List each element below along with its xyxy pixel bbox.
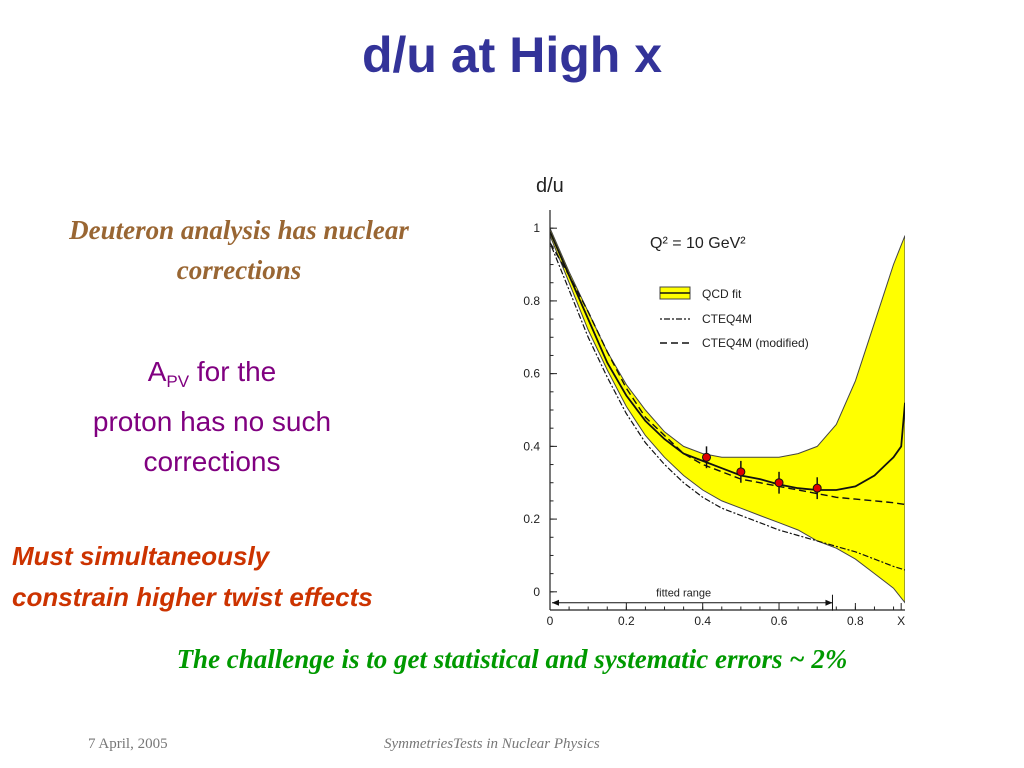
footer-title: SymmetriesTests in Nuclear Physics xyxy=(384,736,600,752)
legend-label: CTEQ4M xyxy=(702,312,752,326)
x-tick-label: 0 xyxy=(547,614,554,628)
y-tick-label: 0.4 xyxy=(523,439,540,453)
y-tick-label: 0 xyxy=(533,585,540,599)
q-squared-annotation: Q² = 10 GeV² xyxy=(650,235,746,252)
x-tick-label: 0.8 xyxy=(847,614,864,628)
legend-label: QCD fit xyxy=(702,287,742,301)
apv-rest-1: for the xyxy=(189,356,277,387)
y-tick-label: 0.8 xyxy=(523,294,540,308)
x-tick-label: 0.4 xyxy=(694,614,711,628)
fitted-range-arrow-right xyxy=(825,599,833,606)
x-tick-label: X xyxy=(897,614,905,628)
constraint-line-1: Must simultaneously xyxy=(12,541,270,571)
qcd-fit-curve xyxy=(550,231,905,491)
fitted-range-label: fitted range xyxy=(656,588,711,600)
x-tick-label: 0.6 xyxy=(771,614,788,628)
y-tick-label: 1 xyxy=(533,221,540,235)
x-tick-label: 0.2 xyxy=(618,614,635,628)
challenge-text: The challenge is to get statistical and … xyxy=(176,644,848,674)
data-point xyxy=(812,483,822,493)
deuteron-text: Deuteron analysis has nuclear correction… xyxy=(69,215,409,285)
data-point xyxy=(774,478,784,488)
y-tick-label: 0.2 xyxy=(523,512,540,526)
slide-title: d/u at High x xyxy=(362,27,662,83)
cteq4m-curve xyxy=(550,242,905,571)
apv-subscript: PV xyxy=(166,372,190,391)
y-axis-label: d/u xyxy=(536,175,564,197)
plot-area xyxy=(550,227,905,604)
apv-prefix: A xyxy=(147,356,167,387)
constraint-line-2: constrain higher twist effects xyxy=(12,582,373,612)
apv-rest-2: proton has no such corrections xyxy=(92,406,332,477)
constraint-text: Must simultaneously constrain higher twis… xyxy=(12,536,502,618)
apv-text: APV for the proton has no such correction… xyxy=(62,352,362,482)
du-chart: 0 0.2 0.4 0.6 0.8 X 0 0.2 0.4 0.6 0.8 1 d/u Q² = 10 G… xyxy=(523,175,905,628)
footer-date: 7 April, 2005 xyxy=(88,736,168,752)
fitted-range-arrow-left xyxy=(552,599,559,606)
legend-label: CTEQ4M (modified) xyxy=(702,336,809,350)
y-tick-label: 0.6 xyxy=(523,367,540,381)
qcd-fit-band xyxy=(550,227,905,604)
data-point xyxy=(736,467,746,477)
data-point xyxy=(702,452,712,462)
